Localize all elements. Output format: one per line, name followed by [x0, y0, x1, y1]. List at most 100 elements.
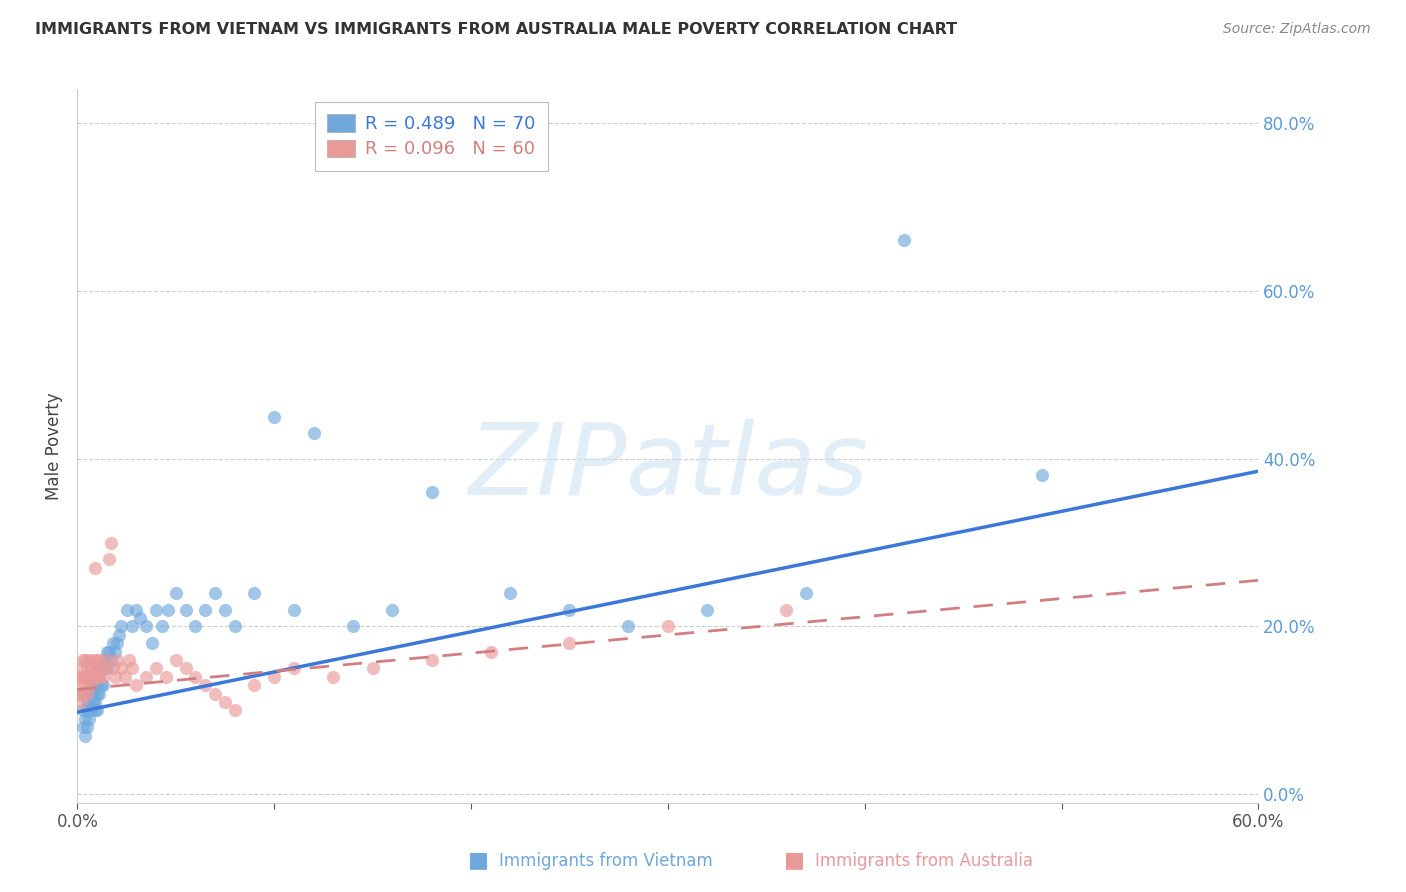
- Point: [75, 670, 97, 684]
- Point: [70, 678, 93, 692]
- Point: [76, 661, 98, 675]
- Point: [174, 661, 197, 675]
- Point: [76, 703, 98, 717]
- Point: [86, 678, 108, 692]
- Point: [82, 653, 104, 667]
- Point: [77, 653, 100, 667]
- Point: [80, 678, 103, 692]
- Point: [224, 619, 246, 633]
- Point: [90, 661, 112, 675]
- Point: [342, 619, 364, 633]
- Point: [129, 611, 152, 625]
- Point: [82, 687, 104, 701]
- Point: [84, 703, 107, 717]
- Point: [77, 695, 100, 709]
- Point: [84, 678, 107, 692]
- Point: [775, 603, 797, 617]
- Point: [86, 661, 108, 675]
- Point: [75, 678, 97, 692]
- Text: ■: ■: [785, 850, 804, 870]
- Point: [121, 619, 143, 633]
- Point: [72, 653, 94, 667]
- Point: [696, 603, 718, 617]
- Point: [243, 678, 266, 692]
- Point: [75, 653, 97, 667]
- Point: [361, 661, 384, 675]
- Point: [101, 636, 124, 650]
- Point: [94, 653, 117, 667]
- Point: [87, 687, 110, 701]
- Legend: R = 0.489   N = 70, R = 0.096   N = 60: R = 0.489 N = 70, R = 0.096 N = 60: [315, 102, 548, 171]
- Point: [145, 603, 167, 617]
- Point: [125, 603, 148, 617]
- Point: [381, 603, 404, 617]
- Text: Immigrants from Vietnam: Immigrants from Vietnam: [499, 852, 713, 870]
- Point: [91, 678, 114, 692]
- Point: [76, 695, 98, 709]
- Point: [558, 636, 581, 650]
- Point: [110, 619, 132, 633]
- Point: [91, 670, 114, 684]
- Point: [77, 687, 100, 701]
- Point: [214, 603, 236, 617]
- Point: [204, 687, 226, 701]
- Point: [76, 720, 98, 734]
- Point: [125, 678, 148, 692]
- Point: [87, 653, 110, 667]
- Point: [150, 619, 173, 633]
- Point: [72, 670, 94, 684]
- Point: [100, 535, 122, 549]
- Point: [263, 670, 285, 684]
- Text: ZIPatlas: ZIPatlas: [468, 419, 868, 516]
- Point: [110, 661, 132, 675]
- Point: [243, 586, 266, 600]
- Point: [97, 552, 120, 566]
- Point: [194, 678, 217, 692]
- Point: [117, 653, 139, 667]
- Point: [91, 661, 114, 675]
- Point: [70, 695, 93, 709]
- Point: [84, 560, 107, 574]
- Point: [135, 670, 157, 684]
- Point: [80, 703, 103, 717]
- Point: [165, 653, 187, 667]
- Point: [75, 729, 97, 743]
- Point: [76, 687, 98, 701]
- Point: [420, 485, 443, 500]
- Point: [72, 720, 94, 734]
- Point: [105, 653, 128, 667]
- Point: [96, 661, 118, 675]
- Point: [283, 603, 305, 617]
- Point: [86, 670, 108, 684]
- Point: [94, 661, 117, 675]
- Point: [67, 670, 90, 684]
- Point: [67, 687, 90, 701]
- Point: [90, 678, 112, 692]
- Text: ■: ■: [468, 850, 488, 870]
- Point: [114, 670, 136, 684]
- Point: [77, 670, 100, 684]
- Text: Immigrants from Australia: Immigrants from Australia: [815, 852, 1033, 870]
- Point: [794, 586, 817, 600]
- Point: [420, 653, 443, 667]
- Point: [97, 645, 120, 659]
- Point: [77, 712, 100, 726]
- Point: [80, 661, 103, 675]
- Point: [184, 670, 207, 684]
- Point: [75, 712, 97, 726]
- Text: Source: ZipAtlas.com: Source: ZipAtlas.com: [1223, 22, 1371, 37]
- Point: [558, 603, 581, 617]
- Point: [84, 695, 107, 709]
- Point: [70, 661, 93, 675]
- Point: [82, 695, 104, 709]
- Text: IMMIGRANTS FROM VIETNAM VS IMMIGRANTS FROM AUSTRALIA MALE POVERTY CORRELATION CH: IMMIGRANTS FROM VIETNAM VS IMMIGRANTS FR…: [35, 22, 957, 37]
- Point: [499, 586, 522, 600]
- Point: [104, 645, 127, 659]
- Point: [80, 678, 103, 692]
- Point: [86, 703, 108, 717]
- Point: [156, 603, 179, 617]
- Point: [263, 409, 285, 424]
- Point: [82, 670, 104, 684]
- Point: [174, 603, 197, 617]
- Point: [1031, 468, 1053, 483]
